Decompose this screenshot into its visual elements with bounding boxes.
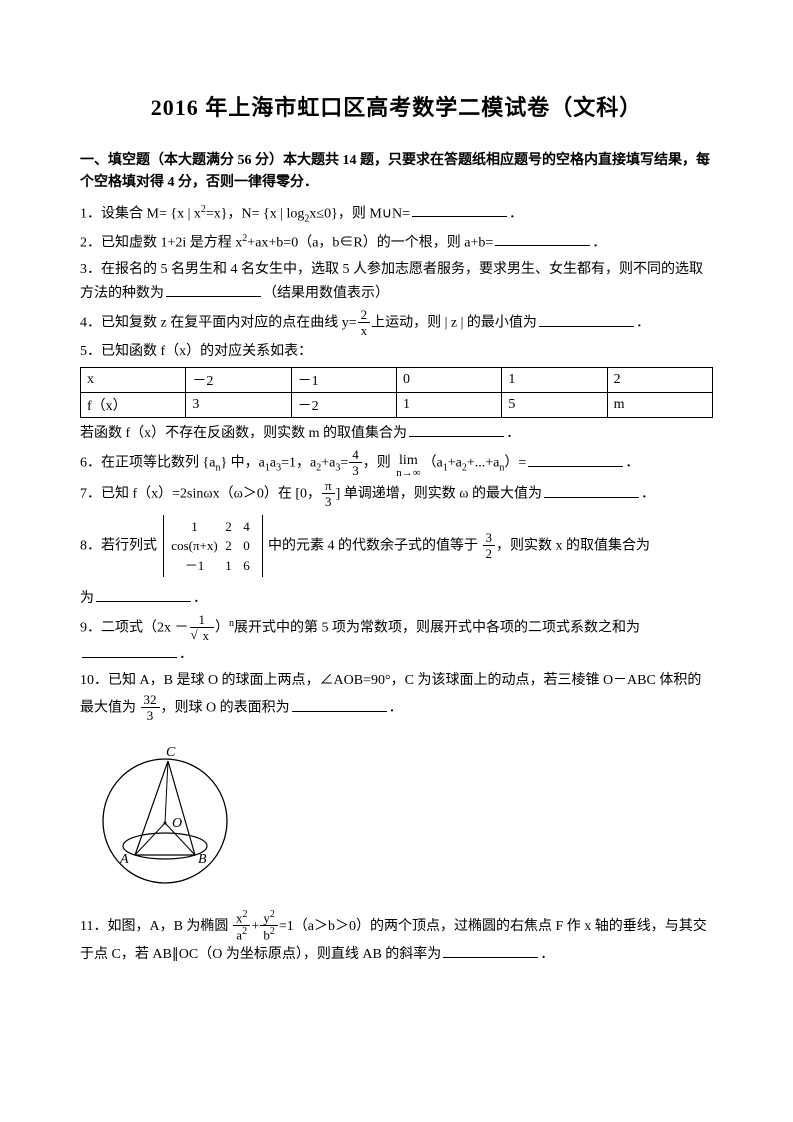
q-num: 10． xyxy=(80,673,108,688)
question-11: 11．如图，A，B 为椭圆 x2a2+y2b2=1（a＞b＞0）的两个顶点，过椭… xyxy=(80,911,713,967)
q-num: 9． xyxy=(80,621,101,636)
question-1: 1．设集合 M= {x | x2=x}，N= {x | log2x≤0}，则 M… xyxy=(80,201,713,228)
limit: limn→∞ xyxy=(396,454,420,479)
label-A: A xyxy=(119,852,129,867)
answer-blank xyxy=(544,483,639,498)
answer-blank xyxy=(409,422,504,437)
fraction: x2a2 xyxy=(233,910,251,942)
answer-blank xyxy=(443,943,538,958)
q-num: 4． xyxy=(80,316,101,331)
q-num: 7． xyxy=(80,487,101,502)
determinant: 124 cos(π+x)20 －116 xyxy=(163,515,263,578)
q-num: 6． xyxy=(80,456,101,471)
answer-blank xyxy=(292,697,387,712)
answer-blank xyxy=(82,643,177,658)
question-8b: 为． xyxy=(80,587,713,612)
q-num: 3． xyxy=(80,262,101,277)
page-root: 2016 年上海市虹口区高考数学二模试卷（文科） 一、填空题（本大题满分 56 … xyxy=(0,0,793,1122)
question-2: 2．已知虚数 1+2i 是方程 x2+ax+b=0（a，b∈R）的一个根，则 a… xyxy=(80,230,713,256)
question-8: 8．若行列式 124 cos(π+x)20 －116 中的元素 4 的代数余子式… xyxy=(80,515,713,578)
fraction: π3 xyxy=(322,479,335,508)
question-3: 3．在报名的 5 名男生和 4 名女生中，选取 5 人参加志愿者服务，要求男生、… xyxy=(80,258,713,307)
fraction: 2x xyxy=(358,308,371,337)
answer-blank xyxy=(166,282,261,297)
fraction: 323 xyxy=(141,693,160,722)
fraction: 32 xyxy=(483,531,496,560)
table-row: f（x） 3 －2 1 5 m xyxy=(81,393,713,418)
question-4: 4．已知复数 z 在复平面内对应的点在曲线 y=2x上运动，则 | z | 的最… xyxy=(80,309,713,338)
fraction: y2b2 xyxy=(260,910,278,942)
answer-blank xyxy=(539,312,634,327)
label-O: O xyxy=(172,816,182,831)
section-header: 一、填空题（本大题满分 56 分）本大题共 14 题，只要求在答题纸相应题号的空… xyxy=(80,150,713,195)
q-num: 5． xyxy=(80,344,101,359)
sphere-diagram: C O A B xyxy=(90,731,713,901)
table-row: x －2 －1 0 1 2 xyxy=(81,368,713,393)
page-title: 2016 年上海市虹口区高考数学二模试卷（文科） xyxy=(80,90,713,122)
answer-blank xyxy=(495,231,590,246)
q5-table: x －2 －1 0 1 2 f（x） 3 －2 1 5 m xyxy=(80,367,713,418)
question-6: 6．在正项等比数列 {an} 中，a1a3=1，a2+a3=43，则 limn→… xyxy=(80,449,713,478)
q-num: 11． xyxy=(80,919,107,934)
q-num: 1． xyxy=(80,206,101,221)
question-5b: 若函数 f（x）不存在反函数，则实数 m 的取值集合为． xyxy=(80,422,713,447)
sphere-svg: C O A B xyxy=(90,731,240,896)
answer-blank xyxy=(528,452,623,467)
question-5: 5．已知函数 f（x）的对应关系如表： xyxy=(80,340,713,365)
fraction: 1x xyxy=(190,613,215,642)
label-B: B xyxy=(198,852,207,867)
q-num: 8． xyxy=(80,538,101,553)
question-7: 7．已知 f（x）=2sinωx（ω＞0）在 [0，π3] 单调递增，则实数 ω… xyxy=(80,480,713,509)
label-C: C xyxy=(166,745,176,760)
fraction: 43 xyxy=(349,448,362,477)
q-num: 2． xyxy=(80,235,101,250)
question-10: 10．已知 A，B 是球 O 的球面上两点，∠AOB=90°，C 为该球面上的动… xyxy=(80,669,713,723)
answer-blank xyxy=(412,202,507,217)
question-9: 9．二项式（2x －1x）n展开式中的第 5 项为常数项，则展开式中各项的二项式… xyxy=(80,614,713,668)
answer-blank xyxy=(96,587,191,602)
